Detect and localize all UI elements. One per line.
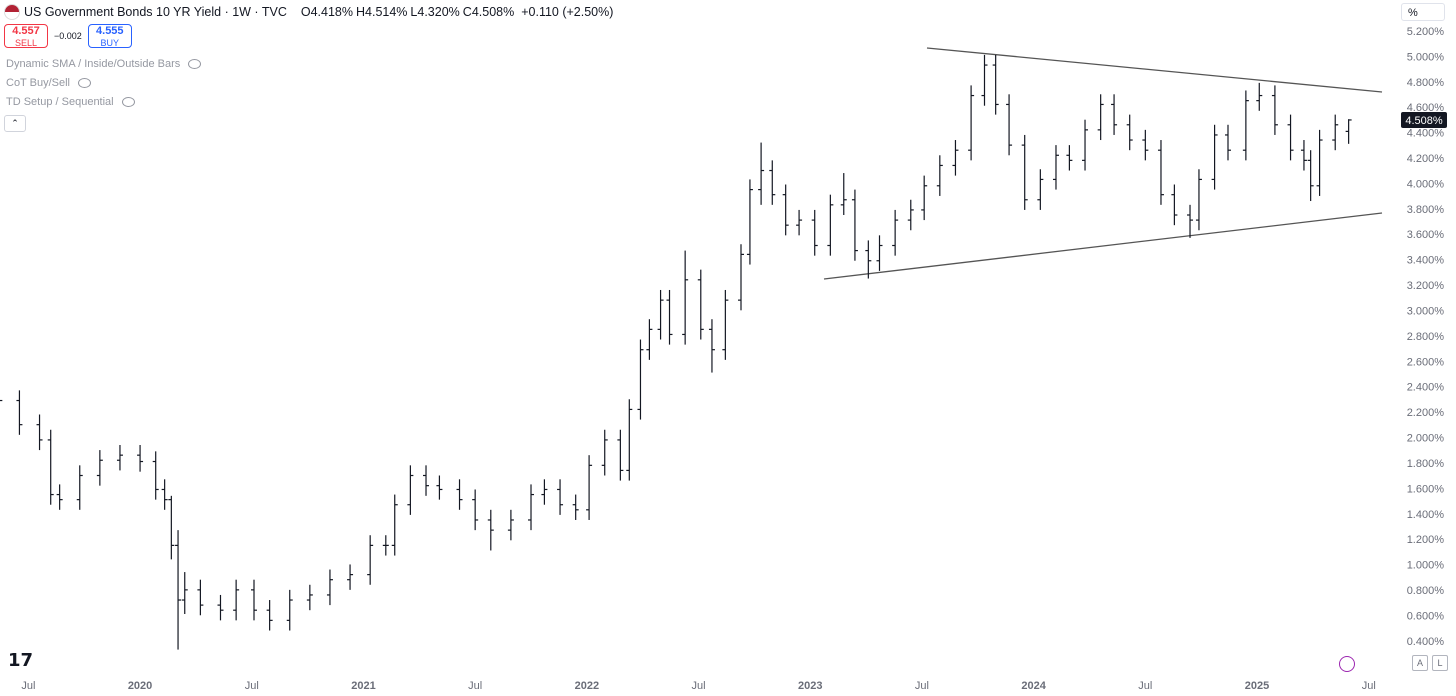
y-tick-label: 3.400% <box>1407 255 1445 267</box>
x-tick-label: 2020 <box>128 680 152 692</box>
y-tick-label: 2.000% <box>1407 433 1445 445</box>
x-tick-label: Jul <box>245 680 259 692</box>
spread: −0.002 <box>54 31 82 41</box>
indicator: Dynamic SMA / Inside/Outside Bars <box>6 58 211 70</box>
x-tick-label: 2021 <box>351 680 375 692</box>
resistance-trendline <box>926 47 1383 93</box>
indicator-name: Dynamic SMA / Inside/Outside Bars <box>6 58 181 70</box>
y-tick-label: 3.200% <box>1407 280 1445 292</box>
y-tick-label: 4.200% <box>1407 153 1445 165</box>
y-tick-label: 1.800% <box>1407 458 1445 470</box>
y-tick-label: 4.600% <box>1407 102 1445 114</box>
y-tick-label: 0.400% <box>1407 636 1445 648</box>
visibility-icon <box>78 78 91 88</box>
ohlc-key: H <box>355 5 366 19</box>
buy-button[interactable]: 4.555 BUY <box>87 24 132 48</box>
axis-unit[interactable]: % <box>1401 3 1445 21</box>
sell-price: 4.557 <box>12 25 40 37</box>
y-tick-label: 4.400% <box>1407 128 1445 140</box>
y-tick-label: 1.600% <box>1407 483 1445 495</box>
ohlc-value: 4.418% <box>310 5 353 19</box>
x-tick-label: Jul <box>915 680 929 692</box>
flag-icon <box>4 4 20 20</box>
alert-icon[interactable] <box>1339 656 1355 672</box>
ohlc-value: 4.320% <box>417 5 460 19</box>
support-trendline <box>823 212 1383 280</box>
ohlc-value: 4.508% <box>471 5 515 19</box>
symbol-title[interactable]: US Government Bonds 10 YR Yield · 1W · T… <box>24 5 287 19</box>
y-tick-label: 4.000% <box>1407 178 1445 190</box>
ohlc-key: C <box>462 5 472 19</box>
y-tick-label: 3.000% <box>1407 305 1445 317</box>
buy-price: 4.555 <box>96 25 124 37</box>
ohlc-key: L <box>410 5 418 19</box>
y-tick-label: 5.000% <box>1407 51 1445 63</box>
y-tick-label: 2.200% <box>1407 407 1445 419</box>
symbol-header: US Government Bonds 10 YR Yield · 1W · T… <box>4 4 616 20</box>
x-tick-label: Jul <box>692 680 706 692</box>
indicator-name: CoT Buy/Sell <box>6 77 70 89</box>
y-tick-label: 0.800% <box>1407 585 1445 597</box>
indicator-name: TD Setup / Sequential <box>6 96 114 108</box>
collapse-button[interactable]: ⌃ <box>4 115 26 132</box>
y-tick-label: 3.800% <box>1407 204 1445 216</box>
y-tick-label: 3.600% <box>1407 229 1445 241</box>
last-price-label: 4.508% <box>1405 115 1443 127</box>
indicator: TD Setup / Sequential <box>6 96 145 108</box>
x-tick-label: Jul <box>468 680 482 692</box>
indicator: CoT Buy/Sell <box>6 77 101 89</box>
y-tick-label: 0.600% <box>1407 610 1445 622</box>
sell-label: SELL <box>14 38 38 48</box>
x-tick-label: Jul <box>21 680 35 692</box>
y-tick-label: 1.000% <box>1407 560 1445 572</box>
log-scale-button[interactable]: L <box>1432 655 1448 671</box>
x-tick-label: 2022 <box>575 680 599 692</box>
buy-label: BUY <box>100 38 120 48</box>
x-tick-label: Jul <box>1138 680 1152 692</box>
y-tick-label: 1.400% <box>1407 509 1445 521</box>
trade-panel: 4.557 SELL −0.002 4.555 BUY <box>4 24 132 48</box>
y-tick-label: 4.800% <box>1407 77 1445 89</box>
y-tick-label: 2.400% <box>1407 382 1445 394</box>
y-tick-label: 2.800% <box>1407 331 1445 343</box>
x-tick-label: Jul <box>1362 680 1376 692</box>
sell-button[interactable]: 4.557 SELL <box>4 24 48 48</box>
visibility-icon <box>188 59 202 69</box>
last-price-badge <box>1401 111 1447 128</box>
ohlc-value: 4.514% <box>365 5 408 19</box>
tv-logo[interactable]: 17 <box>8 650 34 671</box>
ohlc-key: O <box>300 5 311 19</box>
y-tick-label: 1.200% <box>1407 534 1445 546</box>
change: +0.110 (+2.50%) <box>521 5 614 19</box>
auto-scale-button[interactable]: A <box>1412 655 1428 671</box>
y-tick-label: 5.200% <box>1407 26 1445 38</box>
visibility-icon <box>121 97 135 107</box>
x-tick-label: 2024 <box>1021 680 1046 692</box>
x-tick-label: 2023 <box>798 680 822 692</box>
ohlc-values: O4.418% H4.514% L4.320% C4.508% <box>301 5 517 19</box>
x-tick-label: 2025 <box>1245 680 1269 692</box>
y-tick-label: 2.600% <box>1407 356 1445 368</box>
